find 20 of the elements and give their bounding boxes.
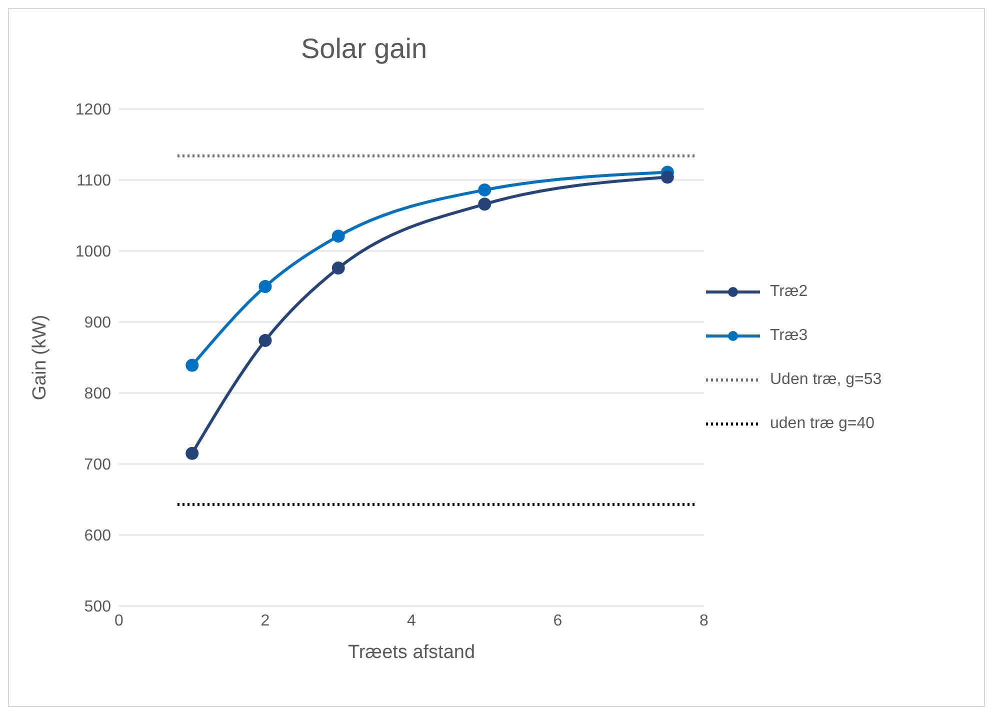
x-tick-label: 8: [700, 612, 709, 630]
y-tick-label: 600: [84, 528, 112, 545]
y-tick-label: 1200: [75, 102, 112, 119]
y-tick-label: 500: [84, 598, 112, 616]
legend-label: Uden træ, g=53: [770, 370, 882, 388]
legend-label: Træ3: [770, 326, 808, 344]
y-tick-label: 800: [84, 386, 112, 403]
x-tick-label: 0: [114, 612, 124, 630]
x-tick-label: 4: [407, 612, 416, 630]
y-axis-title: Gain (kW): [30, 314, 51, 400]
legend-label: uden træ g=40: [770, 414, 875, 432]
x-axis-title: Træets afstand: [348, 642, 476, 663]
y-tick-label: 1100: [76, 172, 112, 190]
y-tick-label: 1000: [75, 244, 112, 261]
x-tick-label: 6: [553, 612, 562, 630]
chart-title: Solar gain: [300, 33, 428, 65]
x-tick-label: 2: [260, 612, 270, 630]
y-tick-label: 900: [84, 314, 112, 332]
y-tick-label: 700: [84, 456, 112, 474]
legend-label: Træ2: [770, 282, 808, 300]
